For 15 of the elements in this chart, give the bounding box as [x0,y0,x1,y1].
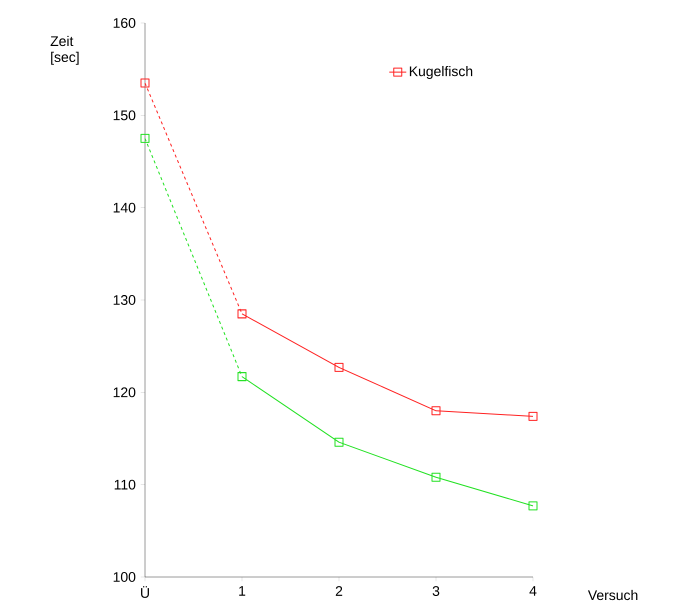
y-tick-label: 100 [114,572,136,582]
y-tick-label: 150 [114,110,136,120]
x-tick-label: 2 [336,586,342,596]
y-tick-label: 110 [114,480,136,490]
x-tick-label: 4 [529,586,536,596]
x-tick-label: 1 [239,586,246,596]
legend-label: Kugelfisch [410,66,472,79]
y-tick-label: 140 [114,202,136,213]
y-axis-title: Zeit [sec] [50,36,79,65]
x-axis-title: Versuch [588,590,638,600]
y-tick-label: 130 [114,295,136,305]
x-tick-label: Ü [141,586,149,598]
y-tick-label: 120 [114,387,136,398]
y-tick-label: 160 [114,18,136,28]
x-tick-label: 3 [432,586,440,596]
